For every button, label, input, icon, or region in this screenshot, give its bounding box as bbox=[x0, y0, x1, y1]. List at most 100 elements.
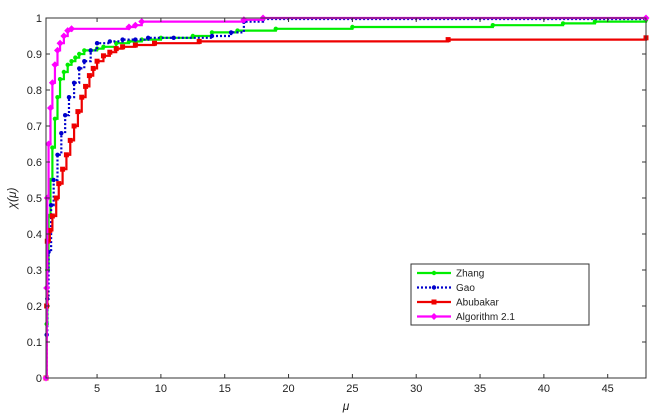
y-tick-label: 0.5 bbox=[27, 193, 42, 205]
data-point bbox=[209, 30, 215, 35]
data-point bbox=[51, 61, 59, 69]
x-axis-label: μ bbox=[342, 399, 350, 413]
data-point bbox=[76, 66, 82, 71]
data-point bbox=[43, 284, 51, 292]
y-tick-label: 0.7 bbox=[27, 121, 42, 133]
legend-item: Gao bbox=[417, 283, 475, 294]
data-point bbox=[158, 35, 164, 40]
data-point bbox=[76, 51, 82, 57]
data-point bbox=[90, 65, 96, 71]
data-point bbox=[171, 35, 176, 40]
data-point bbox=[490, 23, 496, 28]
series-line bbox=[45, 19, 648, 380]
data-point bbox=[53, 195, 59, 201]
data-point bbox=[68, 25, 76, 33]
data-point bbox=[56, 39, 64, 47]
ticks-layer: 5 10 15 20 25 30 35 40 45 0 0.1 0.2 0.3 0.4 0.5 0.6 0.7 0… bbox=[27, 13, 646, 395]
data-point bbox=[88, 48, 93, 53]
data-point bbox=[69, 59, 74, 64]
x-tick-label: 25 bbox=[346, 383, 358, 395]
data-point bbox=[107, 39, 113, 44]
data-point bbox=[273, 26, 278, 31]
data-point bbox=[61, 69, 67, 75]
x-tick-label: 10 bbox=[155, 383, 167, 395]
data-point bbox=[71, 80, 77, 86]
legend-marker bbox=[431, 285, 437, 290]
legend-label: Zhang bbox=[456, 269, 484, 280]
data-point bbox=[445, 37, 451, 43]
data-point bbox=[56, 181, 62, 187]
data-point bbox=[592, 19, 598, 24]
data-point bbox=[152, 40, 158, 46]
data-point bbox=[75, 109, 81, 115]
data-point bbox=[350, 24, 355, 30]
data-point bbox=[94, 41, 100, 46]
data-point bbox=[228, 30, 234, 35]
data-point bbox=[235, 28, 240, 33]
data-point bbox=[47, 227, 53, 233]
legend-label: Abubakar bbox=[456, 298, 499, 309]
data-point bbox=[49, 213, 55, 219]
data-point bbox=[196, 38, 202, 44]
data-point bbox=[125, 23, 133, 31]
data-point bbox=[66, 95, 72, 100]
data-point bbox=[82, 59, 87, 64]
legend-marker bbox=[431, 270, 437, 276]
data-point bbox=[73, 55, 78, 60]
data-point bbox=[100, 53, 106, 59]
data-point bbox=[120, 44, 126, 50]
x-tick-label: 20 bbox=[282, 383, 294, 395]
y-tick-label: 0.3 bbox=[27, 265, 42, 277]
data-point bbox=[131, 21, 139, 29]
y-tick-label: 0.1 bbox=[27, 337, 42, 349]
y-tick-label: 1 bbox=[36, 13, 42, 25]
data-point bbox=[52, 116, 58, 122]
y-tick-label: 0 bbox=[36, 373, 42, 385]
data-point bbox=[57, 77, 63, 82]
x-tick-label: 45 bbox=[602, 383, 614, 395]
x-tick-label: 40 bbox=[538, 383, 550, 395]
data-point bbox=[82, 48, 87, 53]
legend-item: Zhang bbox=[417, 269, 484, 280]
data-point bbox=[86, 73, 92, 79]
data-point bbox=[560, 21, 566, 26]
data-point bbox=[145, 35, 151, 40]
legend-item: Abubakar bbox=[417, 298, 499, 309]
data-point bbox=[63, 152, 69, 158]
legend-label: Gao bbox=[456, 283, 475, 294]
series-layer bbox=[42, 14, 650, 382]
y-tick-label: 0.4 bbox=[27, 229, 42, 241]
data-point bbox=[133, 37, 138, 42]
y-axis-label: χ(μ) bbox=[5, 187, 19, 209]
y-tick-label: 0.6 bbox=[27, 157, 42, 169]
data-point bbox=[132, 42, 138, 48]
data-point bbox=[101, 44, 106, 49]
data-point bbox=[55, 95, 60, 100]
data-point bbox=[53, 46, 61, 54]
data-point bbox=[55, 152, 60, 157]
data-point bbox=[209, 33, 215, 39]
legend-marker bbox=[431, 299, 437, 305]
x-tick-label: 35 bbox=[474, 383, 486, 395]
data-point bbox=[62, 113, 68, 118]
data-point bbox=[113, 46, 119, 52]
data-point bbox=[50, 145, 55, 150]
y-tick-label: 0.9 bbox=[27, 49, 42, 61]
y-tick-label: 0.8 bbox=[27, 85, 42, 97]
data-point bbox=[94, 58, 100, 64]
data-point bbox=[79, 94, 85, 100]
data-point bbox=[51, 177, 56, 183]
data-point bbox=[48, 79, 56, 87]
y-tick-label: 0.2 bbox=[27, 301, 42, 313]
data-point bbox=[120, 37, 125, 42]
data-point bbox=[45, 140, 53, 148]
legend: Zhang Gao Abubakar Algorithm 2.1 bbox=[410, 263, 590, 326]
data-point bbox=[65, 62, 70, 67]
legend-item: Algorithm 2.1 bbox=[417, 312, 515, 323]
data-point bbox=[48, 203, 54, 208]
x-tick-label: 30 bbox=[410, 383, 422, 395]
data-point bbox=[60, 32, 68, 40]
data-point bbox=[46, 104, 54, 112]
data-point bbox=[60, 166, 66, 172]
legend-label: Algorithm 2.1 bbox=[456, 312, 515, 323]
